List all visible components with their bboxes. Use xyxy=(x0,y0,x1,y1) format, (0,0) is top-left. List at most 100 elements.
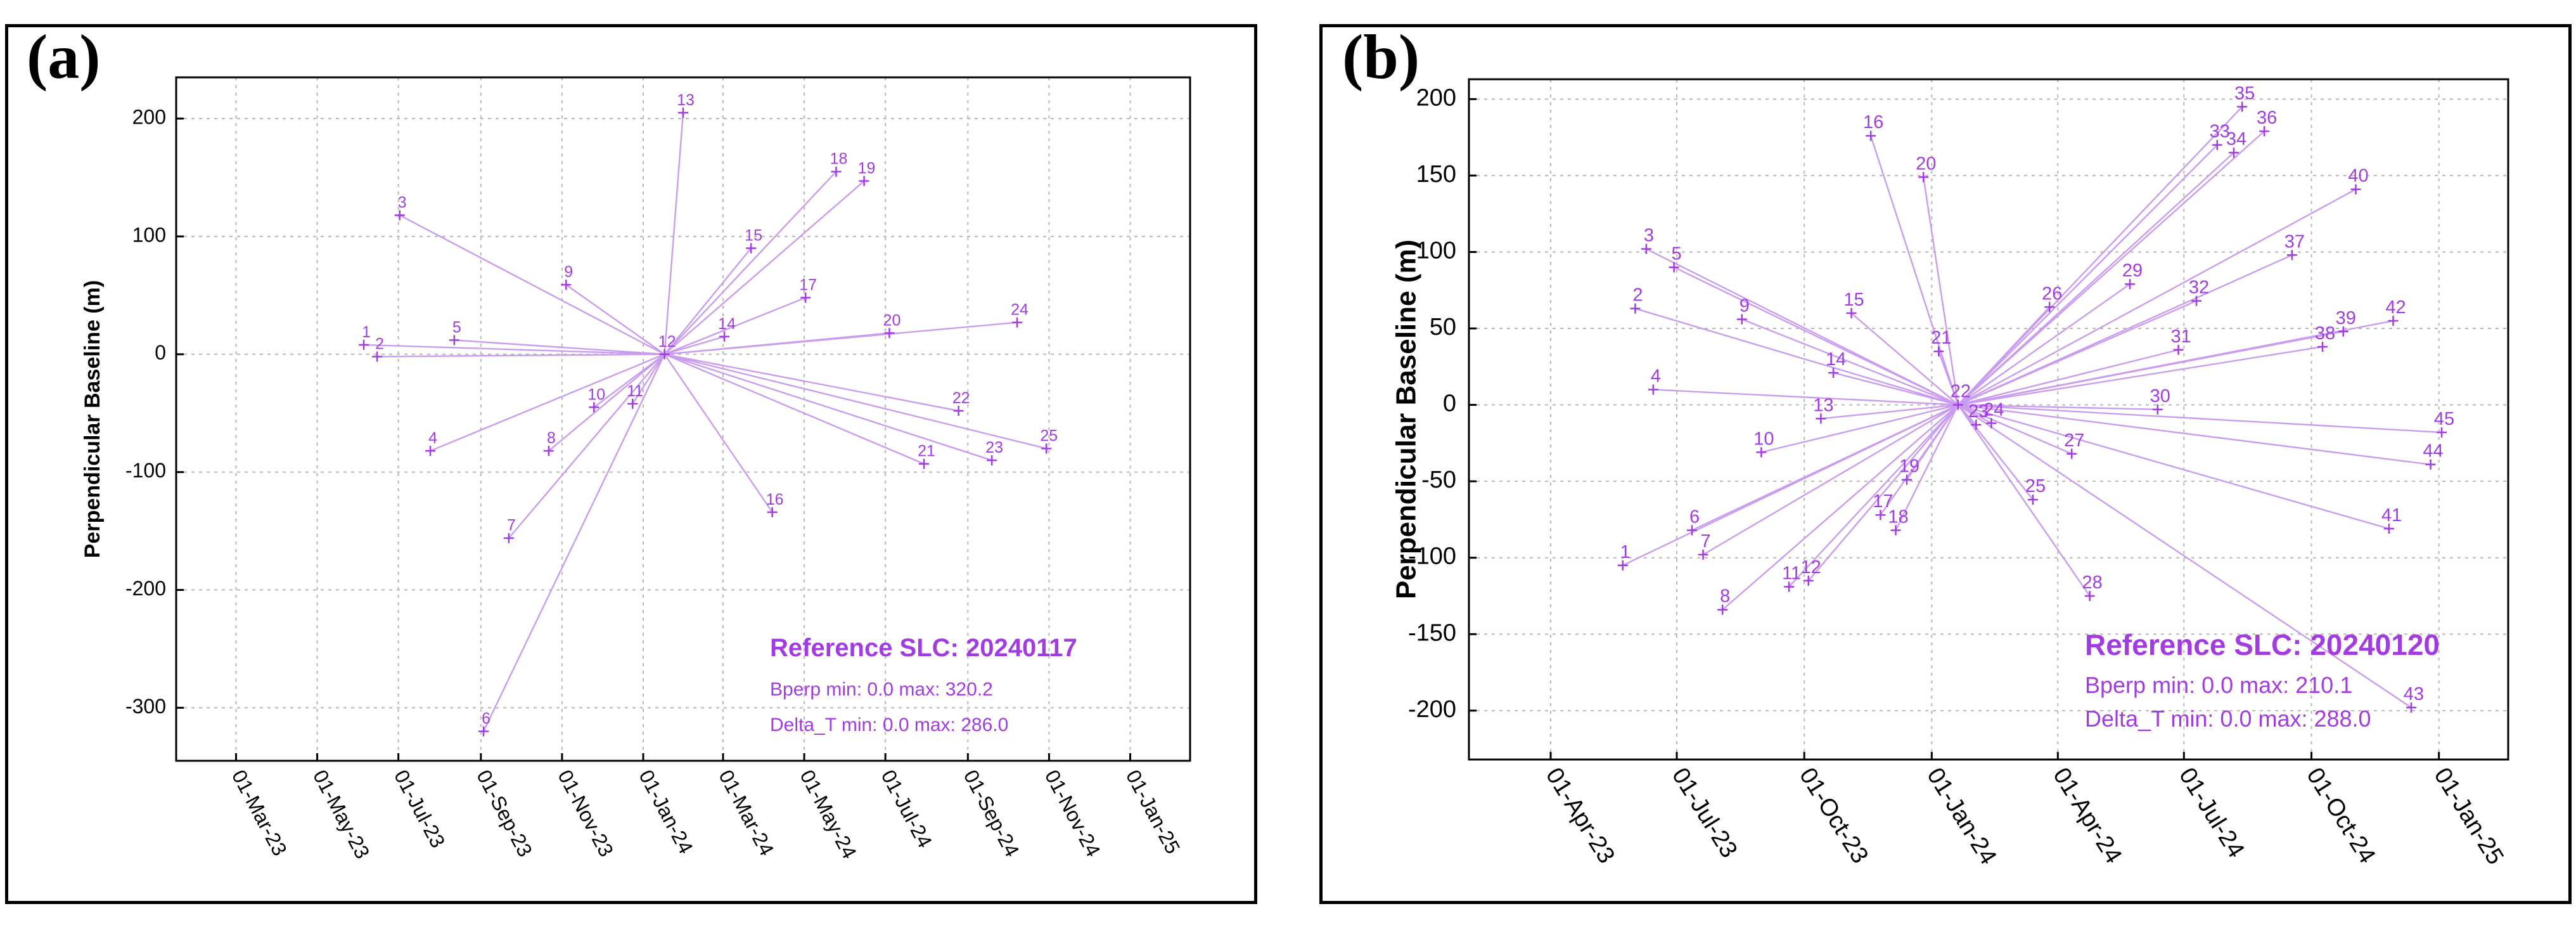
chart-b-acquisition-label: 24 xyxy=(1983,400,2004,420)
chart-b-acquisition-marker xyxy=(2338,326,2349,337)
chart-b-acquisition-marker xyxy=(1687,525,1698,536)
chart-b-acquisition-marker xyxy=(1866,131,1876,141)
chart-b-baseline-line xyxy=(1869,135,1959,405)
chart-a-bperp-range-text: Bperp min: 0.0 max: 320.2 xyxy=(770,679,993,700)
chart-a-acquisition-label: 20 xyxy=(883,311,901,329)
chart-a-acquisition-label: 1 xyxy=(362,323,371,341)
chart-b-acquisition-marker xyxy=(1698,549,1708,560)
chart-a-baseline-line xyxy=(663,171,837,355)
chart-a-baseline-line xyxy=(430,353,665,452)
chart-b-acquisition-marker xyxy=(2425,459,2436,470)
chart-b-acquisition-label: 28 xyxy=(2082,572,2102,593)
chart-b-acquisition-marker xyxy=(1717,604,1728,615)
chart-b-acquisition-label: 5 xyxy=(1672,244,1682,264)
chart-b-acquisition-marker xyxy=(1756,447,1767,458)
chart-a-acquisition-marker xyxy=(831,166,842,177)
chart-a-acquisition-marker xyxy=(767,507,778,517)
chart-b-acquisition-marker xyxy=(1828,367,1839,378)
chart-a-acquisition-label: 9 xyxy=(564,263,573,281)
chart-a-acquisition-marker xyxy=(953,405,964,416)
chart-b-x-tick-label: 01-Jul-24 xyxy=(2174,763,2250,863)
chart-a-baseline-line xyxy=(664,353,959,412)
chart-b-baseline-line xyxy=(1702,404,1959,555)
chart-b-acquisition-label: 27 xyxy=(2064,430,2084,451)
chart-a-baseline-line xyxy=(399,214,665,355)
chart-a-acquisition-marker xyxy=(919,458,930,469)
chart-b-baseline-line xyxy=(1958,404,2431,465)
chart-b-acquisition-marker xyxy=(1875,510,1886,521)
chart-a-x-tick-label: 01-Jul-24 xyxy=(877,766,937,851)
chart-b-baseline-line xyxy=(1958,283,2131,406)
chart-b-acquisition-label: 40 xyxy=(2348,166,2368,186)
chart-a-acquisition-label: 10 xyxy=(587,385,605,403)
chart-b-baseline-line xyxy=(1653,389,1958,406)
panel-b-label: (b) xyxy=(1342,22,1420,92)
chart-a-acquisition-marker xyxy=(503,533,514,543)
chart-a-delta-t-range-text: Delta_T min: 0.0 max: 286.0 xyxy=(770,715,1008,735)
chart-a-baseline-line xyxy=(377,353,665,358)
chart-a-acquisition-marker xyxy=(1012,317,1023,328)
chart-a-baseline-line xyxy=(663,112,684,354)
chart-b-acquisition-marker xyxy=(1918,172,1929,183)
chart-b-acquisition-label: 41 xyxy=(2381,505,2402,526)
chart-b-y-tick-label: 50 xyxy=(1430,314,1456,340)
chart-b-acquisition-label: 45 xyxy=(2434,409,2454,429)
chart-a-x-tick-label: 01-Jan-25 xyxy=(1122,766,1184,857)
chart-b-acquisition-label: 43 xyxy=(2404,684,2424,704)
chart-a-baseline-line xyxy=(663,354,773,513)
chart-b-acquisition-label: 36 xyxy=(2257,108,2277,128)
chart-a-acquisition-label: 23 xyxy=(985,439,1003,456)
chart-a-acquisition-label: 4 xyxy=(428,429,437,447)
chart-b-baseline-line xyxy=(1958,254,2293,406)
chart-b-acquisition-label: 9 xyxy=(1740,296,1750,316)
chart-b-x-tick-label: 01-Jan-25 xyxy=(2429,763,2509,869)
chart-a-baseline-line xyxy=(364,344,665,355)
chart-b-x-tick-label: 01-Jan-24 xyxy=(1921,763,2001,869)
chart-b-baseline-line xyxy=(1788,404,1959,588)
chart-a-acquisition-marker xyxy=(359,339,369,350)
chart-b-baseline-line xyxy=(1938,351,1959,406)
chart-b-acquisition-marker xyxy=(2084,590,2095,601)
chart-b-acquisition-marker xyxy=(1617,560,1628,571)
chart-b-baseline-line xyxy=(1957,404,2034,500)
chart-b-acquisition-label: 30 xyxy=(2150,386,2170,406)
chart-b-baseline-line xyxy=(1958,349,2179,406)
chart-b-acquisition-marker xyxy=(2259,126,2270,136)
chart-b-acquisition-label: 4 xyxy=(1651,366,1661,386)
chart-b-baseline-line xyxy=(1807,404,1959,581)
chart-b-bperp-range-text: Bperp min: 0.0 max: 210.1 xyxy=(2085,672,2352,698)
chart-a-acquisition-label: 7 xyxy=(507,517,516,534)
chart-a-y-tick-label: 100 xyxy=(132,223,166,246)
chart-a-baseline-line xyxy=(482,354,665,732)
chart-b-acquisition-marker xyxy=(2044,302,2055,313)
chart-b-y-tick-label: -50 xyxy=(1421,467,1456,493)
chart-a-acquisition-marker xyxy=(372,351,383,362)
chart-a-acquisition-label: 5 xyxy=(452,318,461,336)
chart-b-baseline-line xyxy=(1761,404,1959,453)
chart-b-baseline-line xyxy=(1741,318,1959,406)
chart-b-acquisition-label: 32 xyxy=(2189,278,2209,298)
chart-a-y-tick-label: -100 xyxy=(125,459,166,482)
chart-b-acquisition-marker xyxy=(2350,184,2361,195)
chart-b-acquisition-marker xyxy=(1784,581,1795,592)
chart-b-x-tick-label: 01-Oct-23 xyxy=(1794,763,1873,869)
chart-b-reference-slc-text: Reference SLC: 20240120 xyxy=(2085,628,2440,661)
chart-b-acquisition-marker xyxy=(1933,346,1944,357)
chart-b-acquisition-marker xyxy=(1952,399,1963,410)
chart-b-acquisition-label: 35 xyxy=(2234,83,2255,103)
chart-b-acquisition-label: 42 xyxy=(2385,297,2406,318)
chart-a-acquisition-marker xyxy=(627,398,638,409)
chart-b-baseline-line xyxy=(1958,144,2218,406)
chart-b-baseline-line xyxy=(1674,266,1959,406)
chart-b-acquisition-marker xyxy=(2027,495,2038,505)
chart-a-acquisition-marker xyxy=(884,328,895,339)
chart-a-baseline-line xyxy=(548,353,665,452)
chart-b-y-tick-label: -150 xyxy=(1408,619,1456,646)
chart-b-acquisition-label: 11 xyxy=(1782,564,1801,584)
chart-b-y-tick-label: 200 xyxy=(1416,84,1456,111)
chart-b-acquisition-marker xyxy=(1648,384,1658,395)
chart-a-acquisition-label: 13 xyxy=(677,91,695,109)
chart-a-acquisition-marker xyxy=(746,243,757,254)
chart-b-acquisition-label: 20 xyxy=(1916,153,1936,174)
chart-b-acquisition-marker xyxy=(2388,315,2399,326)
